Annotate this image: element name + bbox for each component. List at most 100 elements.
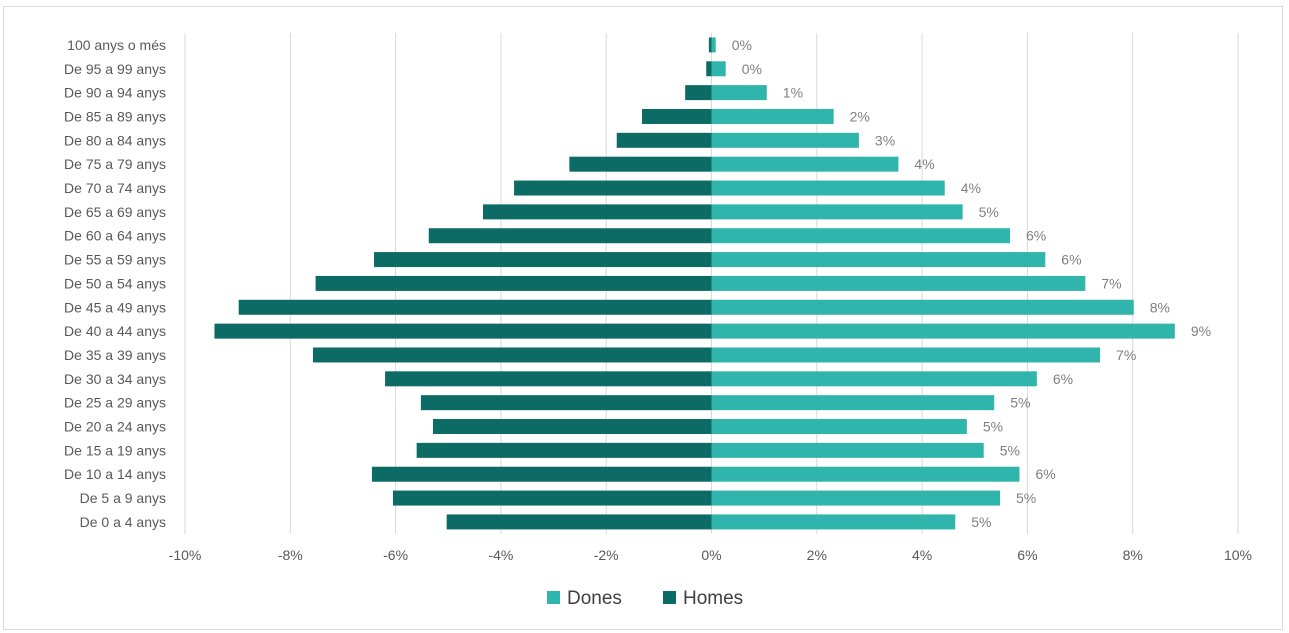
data-label: 0%	[732, 37, 752, 53]
category-label: De 80 a 84 anys	[64, 132, 166, 148]
x-axis-ticks: -10% -8% -6% -4% -2% 0% 2% 4% 6% 8% 10%	[169, 547, 1252, 563]
x-tick-label: -4%	[488, 547, 513, 563]
category-label: De 35 a 39 anys	[64, 347, 166, 363]
data-label: 5%	[979, 204, 999, 220]
bar-dones	[711, 514, 956, 530]
bar-dones	[711, 37, 716, 53]
bar-homes	[432, 419, 712, 435]
category-label: De 50 a 54 anys	[64, 275, 166, 291]
legend-swatch-homes	[663, 591, 676, 604]
bar-homes	[706, 61, 712, 77]
bar-homes	[238, 299, 712, 315]
legend-label-dones: Dones	[567, 588, 622, 609]
bar-dones	[711, 204, 963, 220]
bar-homes	[482, 204, 712, 220]
bar-homes	[420, 395, 712, 411]
data-label: 3%	[875, 132, 895, 148]
data-label: 2%	[850, 108, 870, 124]
category-label: De 85 a 89 anys	[64, 108, 166, 124]
data-label: 7%	[1101, 275, 1121, 291]
data-label: 1%	[783, 85, 803, 101]
data-label: 6%	[1026, 228, 1046, 244]
bar-dones	[711, 371, 1037, 387]
category-label: De 60 a 64 anys	[64, 228, 166, 244]
data-label: 5%	[1016, 490, 1036, 506]
bar-dones	[711, 108, 834, 124]
category-label: De 15 a 19 anys	[64, 442, 166, 458]
bar-homes	[569, 156, 712, 172]
data-label: 6%	[1036, 466, 1056, 482]
x-tick-label: 10%	[1224, 547, 1252, 563]
bar-dones	[711, 61, 726, 77]
chart-frame: 100 anys o més De 95 a 99 anys De 90 a 94 …	[3, 6, 1283, 630]
bar-dones	[711, 395, 995, 411]
data-label: 8%	[1150, 299, 1170, 315]
category-label: De 55 a 59 anys	[64, 252, 166, 268]
x-tick-label: 6%	[1017, 547, 1037, 563]
category-label: De 95 a 99 anys	[64, 61, 166, 77]
bar-dones	[711, 466, 1020, 482]
category-label: 100 anys o més	[67, 37, 166, 53]
bar-dones	[711, 156, 899, 172]
category-label: De 25 a 29 anys	[64, 395, 166, 411]
bar-homes	[312, 347, 712, 363]
bar-homes	[416, 442, 712, 458]
category-label: De 0 a 4 anys	[80, 514, 166, 530]
x-tick-label: 0%	[701, 547, 721, 563]
bar-dones	[711, 180, 945, 196]
data-label: 5%	[1000, 442, 1020, 458]
bar-dones	[711, 442, 984, 458]
bar-homes	[374, 252, 712, 268]
legend-label-homes: Homes	[683, 588, 743, 609]
category-label: De 65 a 69 anys	[64, 204, 166, 220]
x-tick-label: -6%	[383, 547, 408, 563]
bar-homes	[642, 108, 712, 124]
bar-dones	[711, 299, 1134, 315]
data-label: 7%	[1116, 347, 1136, 363]
legend-swatch-dones	[547, 591, 560, 604]
bar-dones	[711, 323, 1175, 339]
data-label: 0%	[742, 61, 762, 77]
category-labels: 100 anys o més De 95 a 99 anys De 90 a 94 …	[64, 37, 166, 530]
data-label: 4%	[961, 180, 981, 196]
bar-homes	[385, 371, 712, 387]
x-tick-label: -10%	[169, 547, 202, 563]
bar-homes	[616, 132, 712, 148]
bar-dones	[711, 132, 859, 148]
x-tick-label: -2%	[594, 547, 619, 563]
x-tick-label: 2%	[807, 547, 827, 563]
category-label: De 10 a 14 anys	[64, 466, 166, 482]
bar-homes	[685, 85, 712, 101]
category-label: De 30 a 34 anys	[64, 371, 166, 387]
category-label: De 5 a 9 anys	[80, 490, 166, 506]
bar-homes	[315, 275, 712, 291]
population-pyramid-chart: 100 anys o més De 95 a 99 anys De 90 a 94 …	[64, 33, 1252, 609]
category-label: De 90 a 94 anys	[64, 85, 166, 101]
data-labels: 0%0%1%2%3%4%4%5%6%6%7%8%9%7%6%5%5%5%6%5%…	[732, 37, 1211, 530]
bar-dones	[711, 252, 1046, 268]
data-label: 6%	[1061, 252, 1081, 268]
x-tick-label: 8%	[1123, 547, 1143, 563]
category-label: De 40 a 44 anys	[64, 323, 166, 339]
bar-homes	[428, 228, 712, 244]
bar-homes	[514, 180, 712, 196]
bars	[214, 37, 1175, 530]
category-label: De 75 a 79 anys	[64, 156, 166, 172]
bar-dones	[711, 347, 1101, 363]
bar-homes	[371, 466, 712, 482]
category-label: De 70 a 74 anys	[64, 180, 166, 196]
category-label: De 45 a 49 anys	[64, 299, 166, 315]
data-label: 5%	[983, 419, 1003, 435]
category-label: De 20 a 24 anys	[64, 419, 166, 435]
bar-dones	[711, 490, 1001, 506]
bar-homes	[446, 514, 712, 530]
bar-homes	[214, 323, 712, 339]
bar-homes	[708, 37, 712, 53]
data-label: 5%	[1010, 395, 1030, 411]
data-label: 5%	[971, 514, 991, 530]
data-label: 6%	[1053, 371, 1073, 387]
bar-homes	[392, 490, 712, 506]
data-label: 4%	[914, 156, 934, 172]
x-tick-label: 4%	[912, 547, 932, 563]
legend: Dones Homes	[547, 588, 743, 609]
